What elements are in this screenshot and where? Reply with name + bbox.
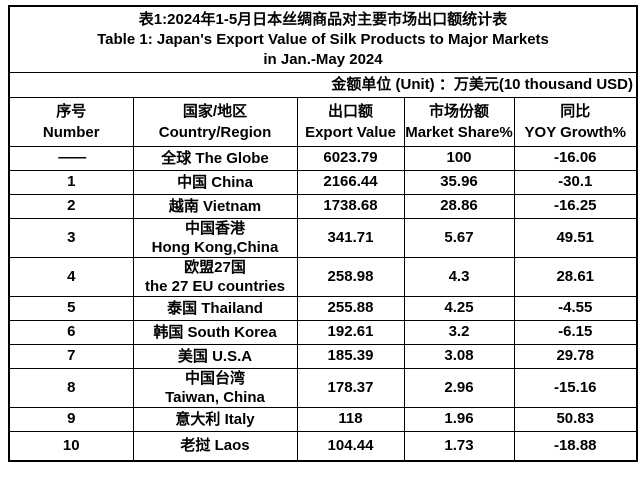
- col-header-yoy-en: YOY Growth%: [524, 124, 626, 141]
- cell-yoy-growth: -30.1: [513, 170, 638, 195]
- table-row: 8 中国台湾 Taiwan, China 178.37 2.96 -15.16: [8, 368, 638, 408]
- table-row: 1 中国 China 2166.44 35.96 -30.1: [8, 170, 638, 195]
- cell-export-value: 258.98: [296, 257, 405, 297]
- col-header-country-en: Country/Region: [158, 124, 272, 141]
- cell-country: 全球 The Globe: [132, 146, 298, 171]
- col-header-export-en: Export Value: [305, 124, 396, 141]
- cell-number: 3: [8, 218, 134, 258]
- cell-country: 中国香港 Hong Kong,China: [132, 218, 298, 258]
- table-title: 表1:2024年1-5月日本丝绸商品对主要市场出口额统计表 Table 1: J…: [8, 5, 638, 73]
- cell-number: 5: [8, 296, 134, 321]
- table-title-zh: 表1:2024年1-5月日本丝绸商品对主要市场出口额统计表: [138, 10, 508, 28]
- cell-country: 美国 U.S.A: [132, 344, 298, 369]
- cell-country: 中国台湾 Taiwan, China: [132, 368, 298, 408]
- cell-country: 韩国 South Korea: [132, 320, 298, 345]
- cell-yoy-growth: -18.88: [513, 431, 638, 461]
- col-header-share-zh: 市场份额: [428, 103, 489, 120]
- table-row: —— 全球 The Globe 6023.79 100 -16.06: [8, 146, 638, 171]
- table-row: 3 中国香港 Hong Kong,China 341.71 5.67 49.51: [8, 218, 638, 258]
- cell-number: 9: [8, 407, 134, 432]
- col-header-market-share: 市场份额 Market Share%: [403, 97, 515, 147]
- cell-yoy-growth: 49.51: [513, 218, 638, 258]
- cell-yoy-growth: -16.25: [513, 194, 638, 219]
- cell-number: 8: [8, 368, 134, 408]
- cell-market-share: 3.2: [403, 320, 515, 345]
- cell-yoy-growth: 28.61: [513, 257, 638, 297]
- col-header-export-zh: 出口额: [327, 103, 373, 120]
- cell-market-share: 1.96: [403, 407, 515, 432]
- cell-country: 越南 Vietnam: [132, 194, 298, 219]
- cell-number: 2: [8, 194, 134, 219]
- table-row: 7 美国 U.S.A 185.39 3.08 29.78: [8, 344, 638, 369]
- cell-number: ——: [8, 146, 134, 171]
- cell-market-share: 3.08: [403, 344, 515, 369]
- cell-yoy-growth: -6.15: [513, 320, 638, 345]
- table-row: 9 意大利 Italy 118 1.96 50.83: [8, 407, 638, 432]
- table-title-en-line2: in Jan.-May 2024: [263, 50, 383, 68]
- table-row: 6 韩国 South Korea 192.61 3.2 -6.15: [8, 320, 638, 345]
- cell-number: 7: [8, 344, 134, 369]
- cell-market-share: 1.73: [403, 431, 515, 461]
- unit-row: 金额单位 (Unit) ：万美元(10 thousand USD): [8, 72, 638, 98]
- cell-market-share: 28.86: [403, 194, 515, 219]
- cell-yoy-growth: -15.16: [513, 368, 638, 408]
- document-sheet: 表1:2024年1-5月日本丝绸商品对主要市场出口额统计表 Table 1: J…: [8, 5, 638, 462]
- cell-country: 老挝 Laos: [132, 431, 298, 461]
- col-header-share-en: Market Share%: [405, 124, 513, 141]
- silk-export-table: 表1:2024年1-5月日本丝绸商品对主要市场出口额统计表 Table 1: J…: [8, 5, 638, 462]
- column-header-row: 序号 Number 国家/地区 Country/Region 出口额 Expor…: [8, 97, 638, 147]
- col-header-number: 序号 Number: [8, 97, 134, 147]
- cell-market-share: 100: [403, 146, 515, 171]
- cell-export-value: 2166.44: [296, 170, 405, 195]
- col-header-yoy-growth: 同比 YOY Growth%: [513, 97, 638, 147]
- unit-note: 金额单位 (Unit) ：万美元(10 thousand USD): [8, 72, 638, 98]
- table-row: 4 欧盟27国 the 27 EU countries 258.98 4.3 2…: [8, 257, 638, 297]
- cell-export-value: 104.44: [296, 431, 405, 461]
- cell-market-share: 35.96: [403, 170, 515, 195]
- cell-number: 10: [8, 431, 134, 461]
- col-header-country-zh: 国家/地区: [182, 103, 248, 120]
- cell-export-value: 118: [296, 407, 405, 432]
- cell-export-value: 192.61: [296, 320, 405, 345]
- cell-country: 中国 China: [132, 170, 298, 195]
- table-row: 10 老挝 Laos 104.44 1.73 -18.88: [8, 431, 638, 461]
- cell-market-share: 4.3: [403, 257, 515, 297]
- table-row: 2 越南 Vietnam 1738.68 28.86 -16.25: [8, 194, 638, 219]
- table-title-en: Table 1: Japan's Export Value of Silk Pr…: [97, 30, 549, 48]
- cell-market-share: 5.67: [403, 218, 515, 258]
- table-row: 5 泰国 Thailand 255.88 4.25 -4.55: [8, 296, 638, 321]
- cell-market-share: 4.25: [403, 296, 515, 321]
- cell-country: 泰国 Thailand: [132, 296, 298, 321]
- cell-yoy-growth: -4.55: [513, 296, 638, 321]
- cell-yoy-growth: 50.83: [513, 407, 638, 432]
- col-header-export-value: 出口额 Export Value: [296, 97, 405, 147]
- cell-yoy-growth: 29.78: [513, 344, 638, 369]
- cell-country: 意大利 Italy: [132, 407, 298, 432]
- cell-export-value: 1738.68: [296, 194, 405, 219]
- cell-country: 欧盟27国 the 27 EU countries: [132, 257, 298, 297]
- cell-yoy-growth: -16.06: [513, 146, 638, 171]
- cell-export-value: 178.37: [296, 368, 405, 408]
- cell-number: 1: [8, 170, 134, 195]
- cell-export-value: 185.39: [296, 344, 405, 369]
- cell-export-value: 6023.79: [296, 146, 405, 171]
- cell-number: 4: [8, 257, 134, 297]
- cell-export-value: 255.88: [296, 296, 405, 321]
- cell-export-value: 341.71: [296, 218, 405, 258]
- cell-market-share: 2.96: [403, 368, 515, 408]
- col-header-number-en: Number: [42, 124, 100, 141]
- col-header-number-zh: 序号: [56, 103, 87, 120]
- cell-number: 6: [8, 320, 134, 345]
- col-header-yoy-zh: 同比: [560, 103, 591, 120]
- col-header-country: 国家/地区 Country/Region: [132, 97, 298, 147]
- title-row: 表1:2024年1-5月日本丝绸商品对主要市场出口额统计表 Table 1: J…: [8, 5, 638, 73]
